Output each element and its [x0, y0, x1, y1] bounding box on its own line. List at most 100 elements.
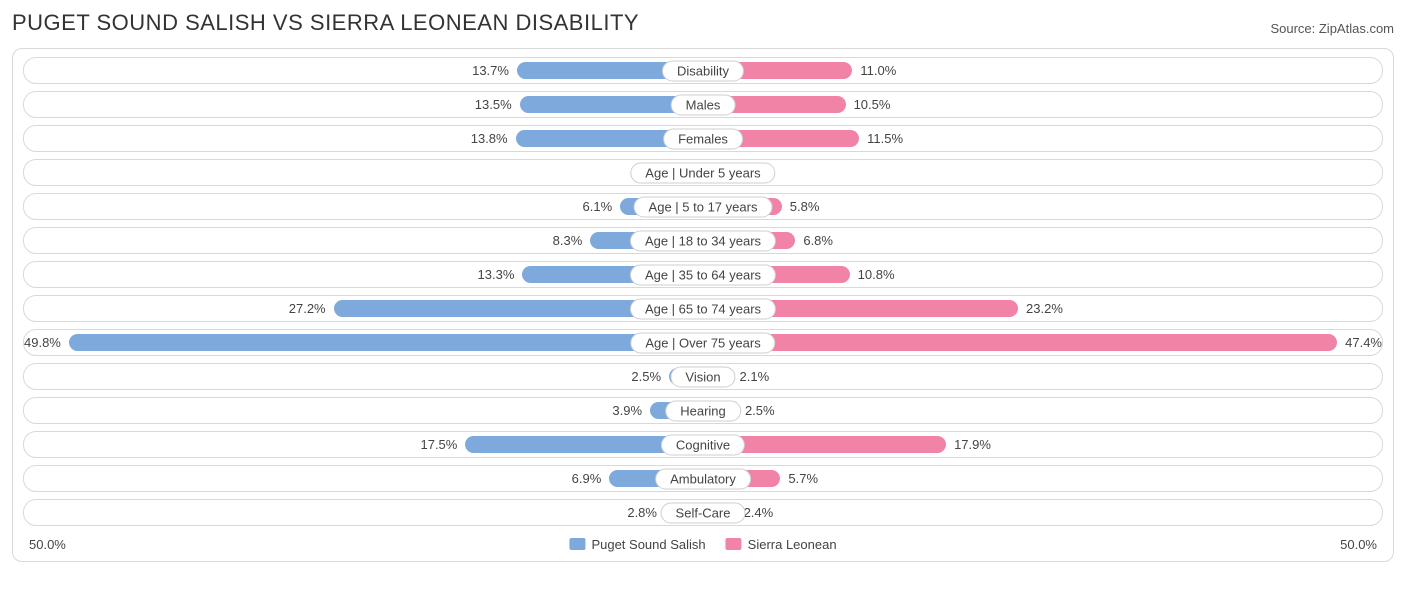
row-category-label: Self-Care — [661, 502, 746, 523]
row-left-value: 6.1% — [583, 199, 613, 214]
chart-row: 13.5% 10.5% Males — [23, 91, 1383, 118]
row-right-value: 5.8% — [790, 199, 820, 214]
chart-row: 13.3% 10.8% Age | 35 to 64 years — [23, 261, 1383, 288]
row-right-value: 10.5% — [854, 97, 891, 112]
legend-item-left: Puget Sound Salish — [569, 537, 705, 552]
chart-row: 49.8% 47.4% Age | Over 75 years — [23, 329, 1383, 356]
row-right-half: 10.8% — [703, 262, 1382, 287]
row-right-half: 23.2% — [703, 296, 1382, 321]
row-right-value: 11.5% — [867, 131, 903, 146]
row-left-bar — [69, 334, 703, 351]
row-right-half: 2.4% — [703, 500, 1382, 525]
row-left-half: 13.3% — [24, 262, 703, 287]
row-left-value: 49.8% — [24, 335, 61, 350]
row-right-half: 2.1% — [703, 364, 1382, 389]
row-right-bar — [703, 334, 1337, 351]
row-right-value: 47.4% — [1345, 335, 1382, 350]
row-left-half: 2.5% — [24, 364, 703, 389]
chart-container: PUGET SOUND SALISH VS SIERRA LEONEAN DIS… — [0, 0, 1406, 570]
chart-footer: 50.0% Puget Sound Salish Sierra Leonean … — [23, 533, 1383, 555]
row-left-half: 27.2% — [24, 296, 703, 321]
row-left-half: 6.9% — [24, 466, 703, 491]
row-right-half: 5.8% — [703, 194, 1382, 219]
row-right-value: 2.1% — [740, 369, 770, 384]
legend-swatch-right — [726, 538, 742, 550]
row-category-label: Age | 18 to 34 years — [630, 230, 776, 251]
row-right-value: 23.2% — [1026, 301, 1063, 316]
chart-row: 13.8% 11.5% Females — [23, 125, 1383, 152]
page-title: PUGET SOUND SALISH VS SIERRA LEONEAN DIS… — [12, 10, 639, 36]
row-right-value: 11.0% — [860, 63, 896, 78]
chart-row: 0.97%1.2%Age | Under 5 years — [23, 159, 1383, 186]
row-right-value: 2.4% — [744, 505, 774, 520]
chart-row: 2.8% 2.4%Self-Care — [23, 499, 1383, 526]
row-left-half: 0.97% — [24, 160, 703, 185]
chart-row: 17.5% 17.9% Cognitive — [23, 431, 1383, 458]
chart-row: 2.5% 2.1% Vision — [23, 363, 1383, 390]
row-category-label: Cognitive — [661, 434, 745, 455]
header: PUGET SOUND SALISH VS SIERRA LEONEAN DIS… — [12, 10, 1394, 36]
chart-row: 6.1% 5.8% Age | 5 to 17 years — [23, 193, 1383, 220]
row-left-half: 3.9% — [24, 398, 703, 423]
row-left-value: 2.5% — [631, 369, 661, 384]
row-category-label: Age | 5 to 17 years — [634, 196, 773, 217]
legend-swatch-left — [569, 538, 585, 550]
row-left-half: 8.3% — [24, 228, 703, 253]
row-left-half: 13.5% — [24, 92, 703, 117]
legend-item-right: Sierra Leonean — [726, 537, 837, 552]
row-right-half: 1.2% — [703, 160, 1382, 185]
row-right-half: 10.5% — [703, 92, 1382, 117]
row-category-label: Age | Over 75 years — [630, 332, 775, 353]
axis-max-right: 50.0% — [1340, 537, 1377, 552]
row-left-value: 17.5% — [420, 437, 457, 452]
row-right-value: 17.9% — [954, 437, 991, 452]
row-left-value: 6.9% — [572, 471, 602, 486]
source-attribution: Source: ZipAtlas.com — [1270, 21, 1394, 36]
row-category-label: Disability — [662, 60, 744, 81]
axis-max-left: 50.0% — [29, 537, 66, 552]
legend-label-right: Sierra Leonean — [748, 537, 837, 552]
row-right-half: 47.4% — [703, 330, 1382, 355]
row-category-label: Age | 65 to 74 years — [630, 298, 776, 319]
row-right-value: 10.8% — [858, 267, 895, 282]
row-right-half: 11.5% — [703, 126, 1382, 151]
row-left-value: 8.3% — [553, 233, 583, 248]
row-left-value: 13.3% — [478, 267, 515, 282]
row-category-label: Age | 35 to 64 years — [630, 264, 776, 285]
row-left-value: 13.7% — [472, 63, 509, 78]
row-category-label: Vision — [670, 366, 735, 387]
chart-row: 13.7% 11.0% Disability — [23, 57, 1383, 84]
row-right-half: 5.7% — [703, 466, 1382, 491]
row-category-label: Females — [663, 128, 743, 149]
row-left-half: 17.5% — [24, 432, 703, 457]
row-category-label: Hearing — [665, 400, 741, 421]
row-category-label: Males — [671, 94, 736, 115]
chart-row: 3.9% 2.5% Hearing — [23, 397, 1383, 424]
row-left-half: 13.7% — [24, 58, 703, 83]
row-right-value: 5.7% — [788, 471, 818, 486]
chart-row: 8.3% 6.8% Age | 18 to 34 years — [23, 227, 1383, 254]
row-right-value: 6.8% — [803, 233, 833, 248]
row-left-half: 13.8% — [24, 126, 703, 151]
row-category-label: Age | Under 5 years — [630, 162, 775, 183]
row-left-value: 13.8% — [471, 131, 508, 146]
legend: Puget Sound Salish Sierra Leonean — [569, 537, 836, 552]
row-left-half: 6.1% — [24, 194, 703, 219]
row-right-half: 6.8% — [703, 228, 1382, 253]
diverging-bar-chart: 13.7% 11.0% Disability 13.5% 10.5% Males 13.8%… — [12, 48, 1394, 562]
row-right-half: 17.9% — [703, 432, 1382, 457]
row-left-half: 2.8% — [24, 500, 703, 525]
row-left-value: 3.9% — [612, 403, 642, 418]
row-left-value: 27.2% — [289, 301, 326, 316]
row-left-value: 2.8% — [627, 505, 657, 520]
legend-label-left: Puget Sound Salish — [591, 537, 705, 552]
chart-rows: 13.7% 11.0% Disability 13.5% 10.5% Males 13.8%… — [23, 57, 1383, 526]
row-right-half: 11.0% — [703, 58, 1382, 83]
row-category-label: Ambulatory — [655, 468, 751, 489]
chart-row: 6.9% 5.7% Ambulatory — [23, 465, 1383, 492]
row-right-value: 2.5% — [745, 403, 775, 418]
chart-row: 27.2% 23.2% Age | 65 to 74 years — [23, 295, 1383, 322]
row-left-value: 13.5% — [475, 97, 512, 112]
row-right-half: 2.5% — [703, 398, 1382, 423]
row-left-half: 49.8% — [24, 330, 703, 355]
